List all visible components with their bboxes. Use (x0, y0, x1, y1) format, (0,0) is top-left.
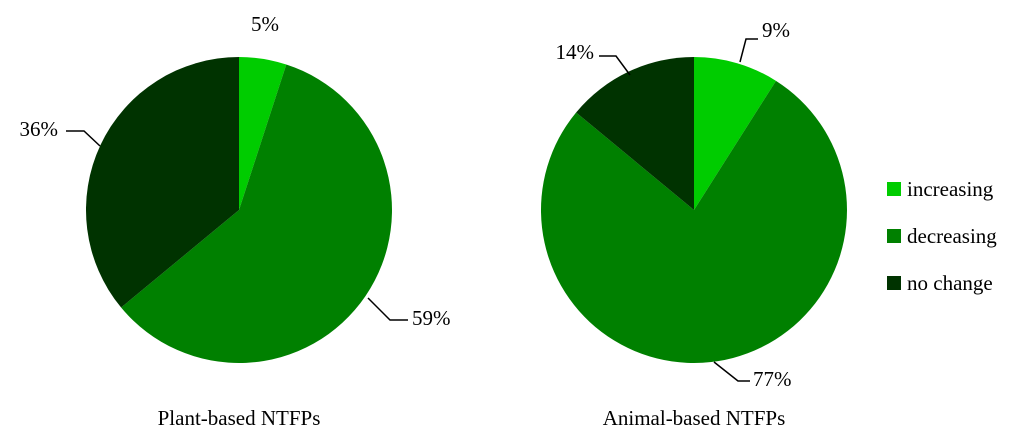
legend-label: increasing (907, 177, 994, 201)
leader-line (367, 297, 408, 321)
data-label: 5% (251, 12, 279, 36)
pie-chart-plant-based: 5% 59% 36% Plant-based NTFPs (20, 12, 451, 430)
pie-slice-decreasing (540, 80, 847, 363)
legend-swatch (887, 229, 901, 243)
data-label: 14% (556, 40, 595, 64)
leader-line (66, 130, 101, 147)
pie-chart-animal-based: 9% 77% 14% Animal-based NTFPs (540, 18, 847, 430)
data-label: 59% (412, 306, 451, 330)
legend-label: no change (907, 271, 993, 295)
legend-label: decreasing (907, 224, 997, 248)
pie-slice-no-change (576, 56, 694, 210)
legend: increasing decreasing no change (887, 177, 997, 295)
pie-slice-increasing (694, 57, 776, 210)
legend-swatch (887, 182, 901, 196)
pie-slice-decreasing (121, 64, 392, 363)
legend-swatch (887, 276, 901, 290)
leader-line (713, 361, 750, 382)
data-label: 77% (753, 367, 792, 391)
chart-title: Plant-based NTFPs (158, 406, 321, 430)
chart-title: Animal-based NTFPs (603, 406, 786, 430)
data-label: 9% (762, 18, 790, 42)
leader-line (739, 38, 758, 63)
leader-line (599, 55, 631, 76)
pie-slice-increasing (239, 57, 287, 210)
data-label: 36% (20, 117, 59, 141)
pie-slice-no-change (85, 56, 240, 308)
